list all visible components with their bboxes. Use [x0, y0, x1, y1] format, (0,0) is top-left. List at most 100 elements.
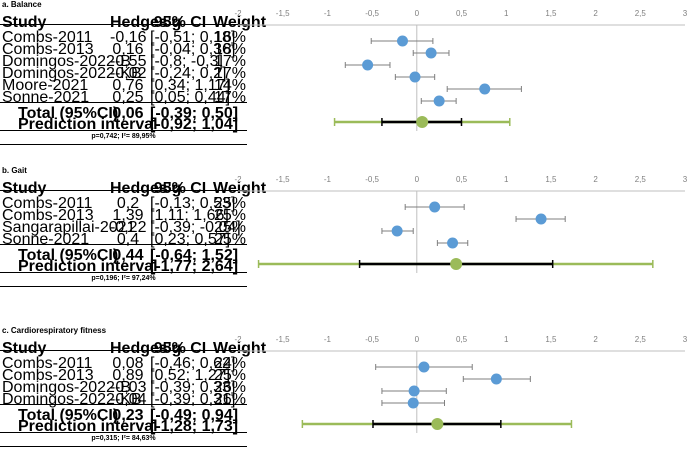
prediction-label: Prediction interval: [18, 418, 158, 435]
x-tick-label: 1: [504, 335, 509, 344]
pooled-effect-marker: [450, 258, 463, 270]
x-tick-label: -1,5: [276, 9, 290, 18]
x-tick-label: 2,5: [635, 335, 647, 344]
x-tick-label: -1: [324, 9, 332, 18]
pooled-effect-marker: [416, 116, 429, 128]
table-row: Combs-2011 0,08 [-0,46; 0,62] 24%: [0, 353, 247, 372]
x-tick-label: -2: [234, 175, 242, 184]
hedges-g-value: -0,04: [110, 391, 147, 408]
study-effect-marker: [490, 373, 502, 385]
study-name: Domingos-2022-KB: [2, 391, 142, 408]
study-name: Combs-2013: [2, 41, 94, 58]
x-tick-label: -0,5: [365, 9, 379, 18]
study-name: Combs-2011: [2, 195, 93, 212]
study-name: Sangarapillai-2021: [2, 219, 136, 236]
x-tick-label: 0,5: [456, 335, 468, 344]
x-tick-label: 3: [683, 9, 688, 18]
study-name: Combs-2011: [2, 355, 93, 372]
total-g-value: 0,44: [112, 247, 144, 264]
hedges-g-value: 1,39: [112, 207, 144, 224]
forest-panel: a. Balance Study Hedges'g 95% CI Weight Combs…: [0, 0, 696, 165]
study-effect-marker: [447, 237, 459, 249]
heterogeneity-text: p=0,196; I²= 97,24%: [91, 275, 156, 282]
x-tick-label: 0: [415, 335, 420, 344]
x-tick-label: -2: [234, 9, 242, 18]
study-effect-marker: [409, 71, 421, 83]
prediction-label: Prediction interval: [18, 116, 158, 133]
table-row: Combs-2013 1,39 [1,11; 1,66] 25%: [0, 205, 247, 224]
study-name: Domingos-2022-KB: [2, 65, 142, 82]
study-effect-marker: [391, 225, 403, 237]
heterogeneity-text: p=0,315; I²= 84,63%: [91, 435, 156, 442]
column-header-study: Study: [2, 340, 47, 357]
table-row: Sangarapillai-2021 -0,22 [-0,39; -0,04] 25%: [0, 217, 247, 236]
study-effect-marker: [433, 95, 445, 107]
x-tick-label: -2: [234, 335, 242, 344]
x-tick-label: -1,5: [276, 175, 290, 184]
panel-title: c. Cardiorespiratory fitness: [2, 326, 107, 335]
table-header: Study Hedges'g 95% CI Weight: [0, 12, 266, 31]
weight-value: 24%: [213, 355, 247, 372]
weight-value: 25%: [213, 195, 247, 212]
weight-value: 26%: [213, 379, 247, 396]
study-name: Combs-2013: [2, 207, 94, 224]
x-tick-label: 0,5: [456, 9, 468, 18]
study-effect-marker: [396, 35, 408, 47]
weight-value: 25%: [213, 231, 247, 248]
x-tick-label: 2,5: [635, 175, 647, 184]
hedges-g-value: 0,25: [112, 89, 144, 106]
x-tick-label: 1: [504, 175, 509, 184]
table-header: Study Hedges'g 95% CI Weight: [0, 178, 266, 197]
x-tick-label: 1,5: [545, 9, 557, 18]
ci-value: [-0,24; 0,2]: [150, 65, 227, 82]
prediction-label: Prediction interval: [18, 258, 158, 275]
table-row: Combs-2013 0,16 [-0,04; 0,36] 18%: [0, 39, 247, 58]
x-tick-label: 0: [415, 175, 420, 184]
column-header-ci: 95% CI: [153, 180, 207, 197]
column-header-ci: 95% CI: [153, 340, 207, 357]
weight-value: 25%: [213, 219, 247, 236]
study-name: Sonne-2021: [2, 231, 90, 248]
x-tick-label: 2: [593, 175, 598, 184]
x-tick-label: 1: [504, 9, 509, 18]
hedges-g-value: 0,16: [112, 41, 144, 58]
heterogeneity-row: p=0,196; I²= 97,24%: [0, 272, 247, 287]
hedges-g-value: 0,76: [112, 77, 144, 94]
weight-value: 18%: [213, 41, 247, 58]
x-tick-label: 3: [683, 335, 688, 344]
ci-value: [1,11; 1,66]: [150, 207, 229, 224]
total-label: Total (95%CI): [18, 407, 119, 424]
forest-plot-area: -2 -1,5 -1 -0,5 0 0,5 1 1,5 2 2,5 3: [234, 9, 688, 131]
ci-value: [-0,8; -0,3]: [150, 53, 223, 70]
study-name: Domingos-2022-B: [2, 379, 131, 396]
column-header-study: Study: [2, 180, 47, 197]
weight-value: 16%: [213, 29, 247, 46]
study-effect-marker: [418, 361, 430, 373]
forest-panel: c. Cardiorespiratory fitness Study Hedges'…: [0, 326, 696, 474]
x-tick-label: 2,5: [635, 9, 647, 18]
x-tick-label: 1,5: [545, 175, 557, 184]
hedges-g-value: 0,2: [116, 195, 140, 212]
study-effect-marker: [407, 397, 419, 409]
x-tick-label: 3: [683, 175, 688, 184]
panel-title: a. Balance: [2, 0, 42, 9]
total-label: Total (95%CI): [18, 105, 119, 122]
table-row: Domingos-2022-KB -0,04 [-0,39; 0,31] 26%: [0, 389, 247, 408]
table-row: Combs-2011 0,2 [-0,13; 0,53] 25%: [0, 193, 247, 212]
weight-value: 17%: [213, 89, 247, 106]
table-row: Domingos-2022-KB -0,02 [-0,24; 0,2] 17%: [0, 63, 247, 82]
x-tick-label: -0,5: [365, 175, 379, 184]
hedges-g-value: -0,55: [110, 53, 147, 70]
hedges-g-value: -0,02: [110, 65, 147, 82]
hedges-g-value: -0,03: [110, 379, 147, 396]
weight-value: 25%: [213, 367, 247, 384]
forest-plot-area: -2 -1,5 -1 -0,5 0 0,5 1 1,5 2 2,5 3: [234, 335, 688, 433]
table-row: Combs-2011 -0,16 [-0,51; 0,18] 16%: [0, 27, 247, 46]
x-tick-label: 1,5: [545, 335, 557, 344]
study-name: Moore-2021: [2, 77, 89, 94]
weight-value: 25%: [213, 207, 247, 224]
heterogeneity-text: p=0,742; I²= 89,95%: [91, 133, 156, 140]
x-tick-label: -0,5: [365, 335, 379, 344]
study-effect-marker: [408, 385, 420, 397]
panel-title: b. Gait: [2, 166, 27, 175]
